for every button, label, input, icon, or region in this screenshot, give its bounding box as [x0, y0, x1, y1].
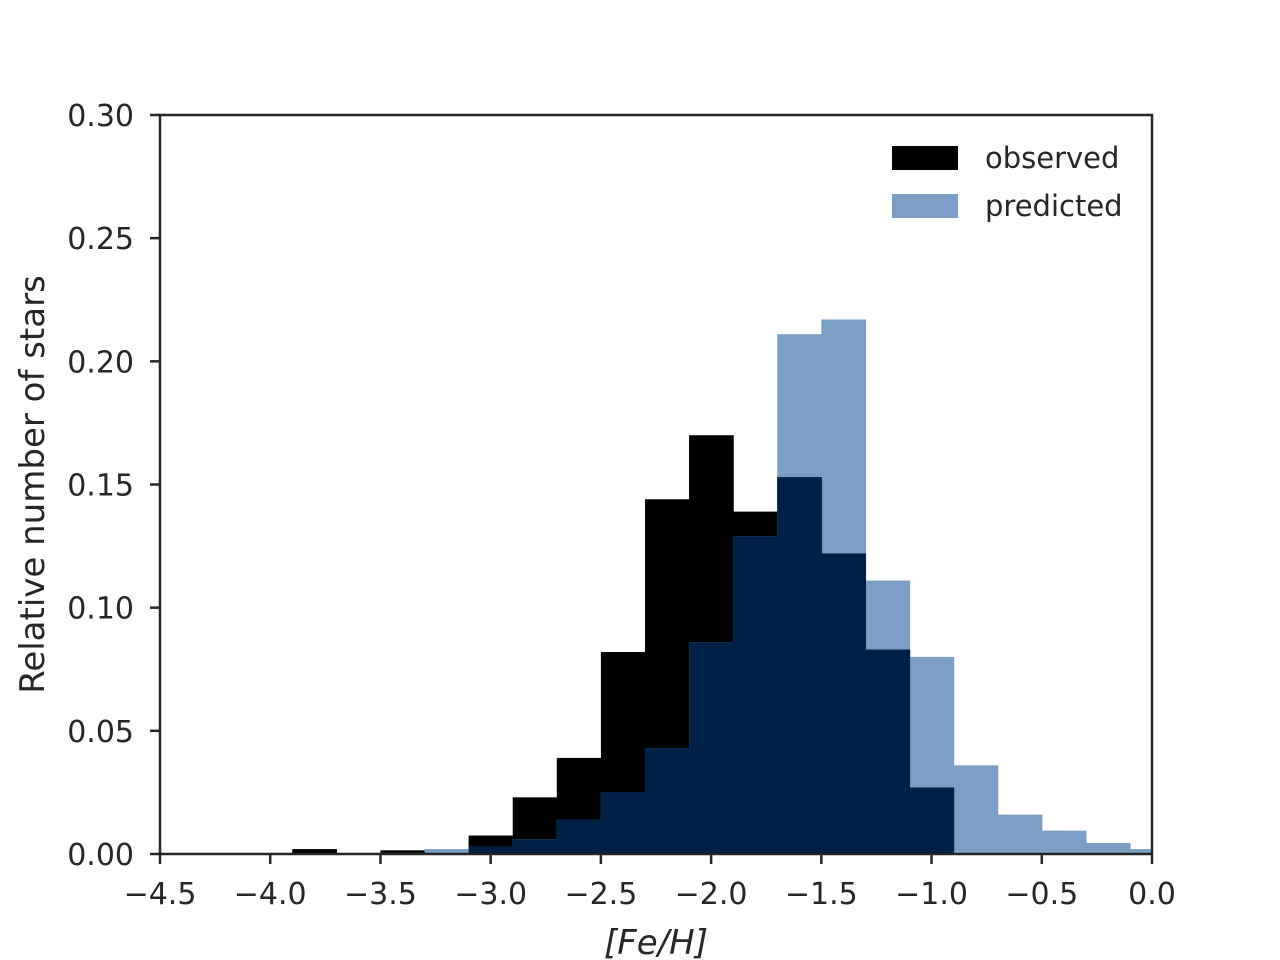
- x-tick-label-3: −3.0: [454, 877, 527, 912]
- overlap-bar-9: [689, 642, 734, 854]
- x-tick-label-8: −0.5: [1005, 877, 1078, 912]
- overlap-bar-7: [600, 792, 646, 854]
- x-axis-label: [Fe/H]: [604, 923, 708, 960]
- overlap-bar-14: [909, 787, 955, 854]
- y-tick-label-0: 0.00: [67, 838, 134, 873]
- predicted-bar-3: [424, 849, 470, 854]
- predicted-bar-15: [953, 765, 999, 854]
- legend-swatch-predicted: [892, 194, 958, 218]
- x-tick-label-0: −4.5: [124, 877, 197, 912]
- x-tick-label-2: −3.5: [344, 877, 417, 912]
- x-tick-label-9: 0.0: [1128, 877, 1176, 912]
- overlap-bar-6: [556, 819, 602, 854]
- y-tick-label-4: 0.20: [67, 345, 134, 380]
- legend-swatch-observed: [892, 146, 958, 170]
- overlap-bar-4: [468, 846, 514, 854]
- x-tick-label-1: −4.0: [234, 877, 307, 912]
- observed-bar-0: [292, 849, 337, 854]
- x-tick-label-6: −1.5: [785, 877, 858, 912]
- x-tick-label-5: −2.0: [675, 877, 748, 912]
- overlap-bar-13: [865, 649, 911, 854]
- y-tick-label-2: 0.10: [67, 592, 134, 627]
- legend-label-predicted: predicted: [985, 189, 1123, 223]
- y-tick-label-5: 0.25: [67, 222, 134, 257]
- overlap-bars: [380, 477, 955, 854]
- predicted-bar-18: [1085, 842, 1131, 854]
- y-tick-label-1: 0.05: [67, 715, 134, 750]
- y-axis-ticks: 0.00 0.05 0.10 0.15 0.20 0.25 0.30: [67, 99, 160, 873]
- legend: observed predicted: [892, 141, 1123, 223]
- overlap-bar-5: [512, 839, 558, 854]
- overlap-bar-11: [777, 477, 822, 854]
- x-tick-label-4: −2.5: [564, 877, 637, 912]
- predicted-bar-16: [997, 814, 1043, 854]
- predicted-bar-19: [1129, 849, 1153, 854]
- legend-label-observed: observed: [985, 141, 1119, 175]
- y-axis-label: Relative number of stars: [13, 275, 53, 694]
- overlap-bar-8: [644, 748, 690, 854]
- x-axis-ticks: −4.5 −4.0 −3.5 −3.0 −2.5 −2.0 −1.5 −1.0 −0.5 0.0: [124, 854, 1176, 912]
- overlap-bar-12: [821, 553, 867, 854]
- y-tick-label-6: 0.30: [67, 99, 134, 134]
- overlap-bar-10: [733, 536, 778, 854]
- y-tick-label-3: 0.15: [67, 469, 134, 504]
- x-tick-label-7: −1.0: [895, 877, 968, 912]
- observed-bar-2: [380, 850, 426, 854]
- predicted-bar-17: [1041, 830, 1087, 854]
